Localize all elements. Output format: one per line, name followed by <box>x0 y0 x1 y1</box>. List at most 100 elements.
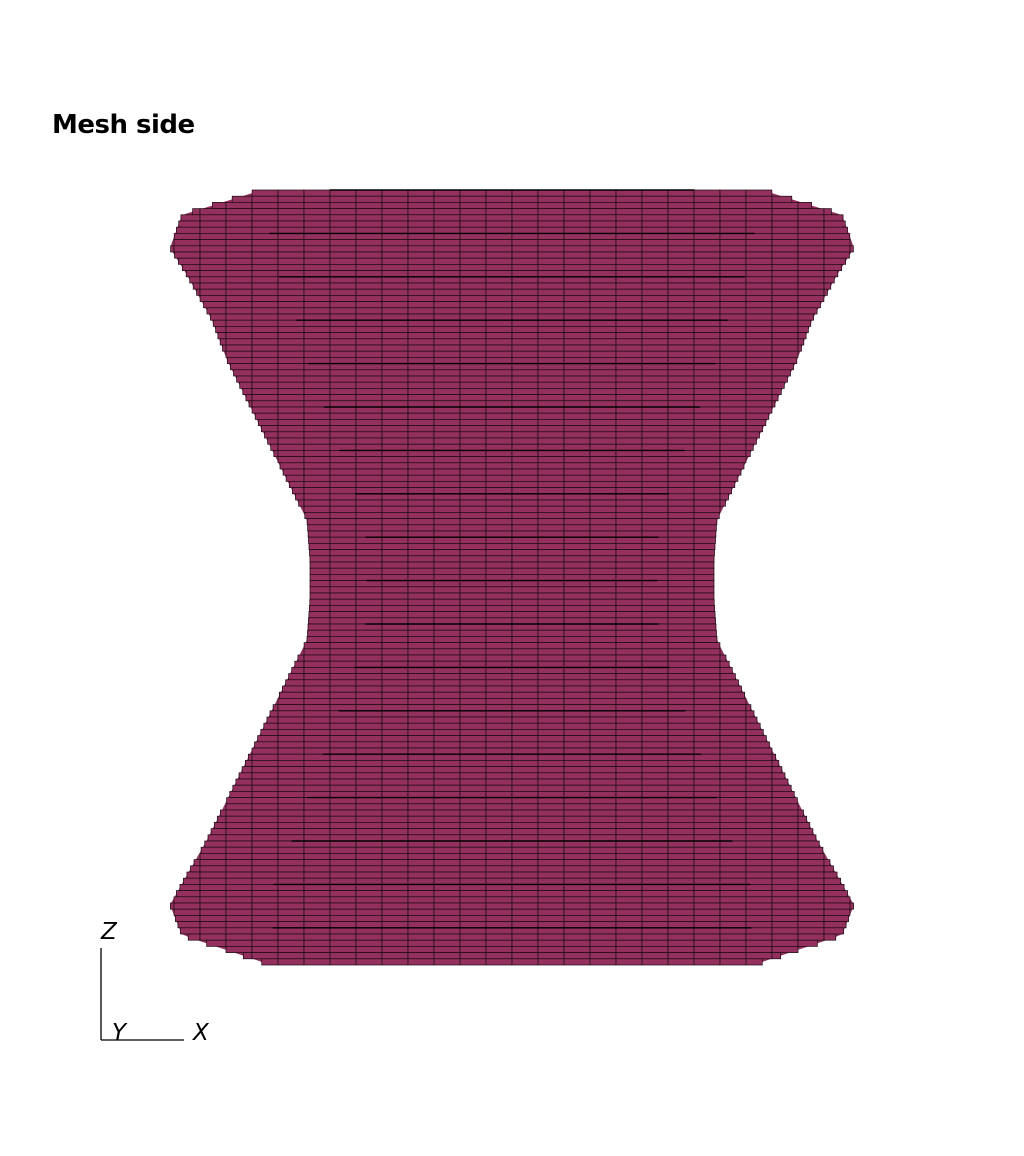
mesh-cell <box>381 357 409 364</box>
mesh-cell <box>589 295 617 302</box>
mesh-cell <box>329 499 357 507</box>
mesh-cell <box>771 853 799 860</box>
mesh-cell <box>433 437 461 445</box>
mesh-cell <box>407 264 435 271</box>
mesh-cell <box>719 654 727 662</box>
mesh-cell <box>459 251 487 259</box>
mesh-cell <box>719 722 747 730</box>
mesh-cell <box>641 450 669 457</box>
mesh-cell <box>407 574 435 581</box>
mesh-cell <box>459 952 487 960</box>
mesh-cell <box>407 921 435 929</box>
mesh-cell <box>485 307 513 315</box>
mesh-cell <box>261 958 279 966</box>
mesh-cell <box>693 884 721 891</box>
mesh-cell <box>771 344 799 352</box>
mesh-cell <box>693 412 721 420</box>
mesh-cell <box>329 202 357 209</box>
mesh-cell <box>459 828 487 836</box>
mesh-cell <box>277 437 305 445</box>
mesh-cell <box>459 772 487 780</box>
mesh-cell <box>641 722 669 730</box>
mesh-cell <box>511 202 539 209</box>
mesh-cell <box>329 877 357 885</box>
mesh-cell <box>615 357 643 364</box>
mesh-cell <box>433 481 461 488</box>
mesh-cell <box>771 815 799 823</box>
mesh-cell <box>329 189 357 197</box>
mesh-cell <box>251 270 279 278</box>
mesh-cell <box>797 853 825 860</box>
mesh-cell <box>693 952 721 960</box>
mesh-cell <box>745 791 773 798</box>
mesh-cell <box>615 338 643 346</box>
mesh-cell <box>537 431 565 439</box>
mesh-cell <box>381 450 409 457</box>
mesh-cell <box>719 939 747 947</box>
mesh-cell <box>329 282 357 290</box>
mesh-cell <box>407 598 435 606</box>
mesh-cell <box>537 834 565 842</box>
mesh-cell <box>797 834 817 842</box>
mesh-cell <box>433 412 461 420</box>
mesh-cell <box>355 648 383 656</box>
mesh-cell <box>199 853 227 860</box>
mesh-surface <box>170 189 854 966</box>
mesh-cell <box>719 871 747 879</box>
mesh-cell <box>433 629 461 637</box>
mesh-cell <box>771 313 799 321</box>
mesh-cell <box>433 431 461 439</box>
mesh-cell <box>511 791 539 798</box>
mesh-cell <box>355 667 383 674</box>
mesh-cell <box>199 915 227 922</box>
mesh-cell <box>693 276 721 284</box>
mesh-cell <box>667 890 695 898</box>
mesh-cell <box>277 375 305 383</box>
mesh-cell <box>615 202 643 209</box>
mesh-cell <box>485 952 513 960</box>
mesh-cell <box>303 915 331 922</box>
mesh-cell <box>823 220 846 228</box>
mesh-cell <box>485 636 513 643</box>
mesh-cell <box>719 208 747 216</box>
mesh-cell <box>719 791 747 798</box>
mesh-cell <box>667 239 695 247</box>
mesh-cell <box>641 499 669 507</box>
mesh-cell <box>303 753 331 761</box>
mesh-cell <box>537 778 565 786</box>
mesh-cell <box>563 443 591 451</box>
mesh-cell <box>589 474 617 482</box>
mesh-cell <box>745 803 773 811</box>
mesh-cell <box>511 357 539 364</box>
mesh-cell <box>329 840 357 848</box>
mesh-cell <box>485 902 513 910</box>
mesh-cell <box>199 884 227 891</box>
mesh-cell <box>381 214 409 222</box>
mesh-cell <box>355 803 383 811</box>
mesh-cell <box>298 499 305 507</box>
mesh-cell <box>615 487 643 495</box>
mesh-cell <box>511 636 539 643</box>
mesh-cell <box>459 301 487 309</box>
mesh-cell <box>693 518 718 526</box>
mesh-cell <box>459 195 487 203</box>
mesh-cell <box>407 450 435 457</box>
mesh-cell <box>589 927 617 935</box>
mesh-cell <box>329 865 357 873</box>
mesh-cell <box>225 884 253 891</box>
mesh-cell <box>589 939 617 947</box>
mesh-cell <box>459 543 487 550</box>
mesh-cell <box>407 257 435 265</box>
mesh-cell <box>277 896 305 904</box>
mesh-cell <box>329 791 357 798</box>
mesh-cell <box>277 270 305 278</box>
mesh-cell <box>433 685 461 693</box>
mesh-cell <box>667 505 695 513</box>
mesh-cell <box>459 555 487 563</box>
mesh-cell <box>771 270 799 278</box>
mesh-cell <box>563 456 591 464</box>
mesh-cell <box>459 233 487 240</box>
mesh-cell <box>667 580 695 588</box>
mesh-cell <box>693 890 721 898</box>
